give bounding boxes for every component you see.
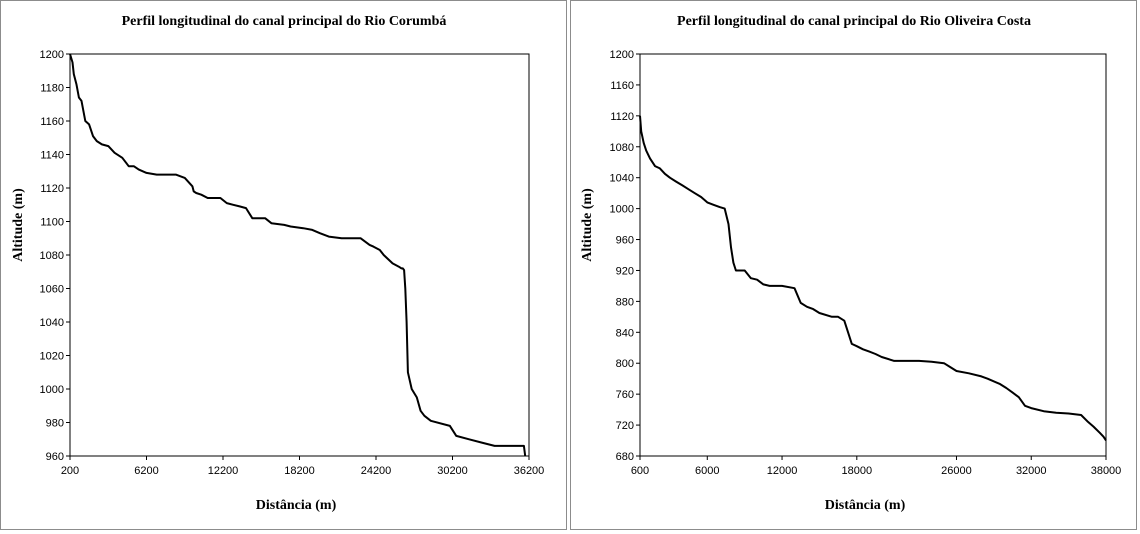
y-tick-label: 1100 — [40, 217, 64, 229]
plot-area-frame — [639, 53, 1107, 457]
x-tick-label: 30200 — [437, 465, 468, 477]
y-axis-label: Altitude (m) — [11, 188, 26, 262]
corumba-profile-chart: Perfil longitudinal do canal principal d… — [11, 14, 545, 513]
y-axis-label: Altitude (m) — [580, 188, 595, 262]
y-tick-label: 1080 — [40, 250, 64, 262]
y-tick-label: 760 — [616, 389, 634, 401]
y-tick-label: 1140 — [40, 150, 64, 162]
y-tick-label: 720 — [616, 420, 634, 432]
y-tick-label: 1080 — [610, 142, 634, 154]
y-tick-label: 1000 — [40, 384, 64, 396]
y-tick-label: 980 — [46, 418, 64, 430]
y-tick-label: 1040 — [40, 317, 64, 329]
x-tick-label: 32000 — [1016, 465, 1047, 477]
y-tick-label: 1160 — [40, 116, 64, 128]
y-tick-label: 1200 — [610, 49, 634, 61]
x-tick-label: 24200 — [361, 465, 392, 477]
y-tick-label: 1200 — [40, 49, 64, 61]
y-tick-label: 1000 — [610, 204, 634, 216]
chart-title: Perfil longitudinal do canal principal d… — [677, 14, 1031, 29]
chart-panel-corumba: Perfil longitudinal do canal principal d… — [0, 0, 567, 530]
x-tick-label: 26000 — [941, 465, 972, 477]
x-tick-label: 18200 — [284, 465, 315, 477]
y-tick-label: 1160 — [610, 80, 634, 92]
x-tick-label: 38000 — [1091, 465, 1122, 477]
y-tick-label: 1060 — [40, 284, 64, 296]
x-axis-label: Distância (m) — [256, 498, 337, 513]
y-tick-label: 920 — [616, 265, 634, 277]
chart-title: Perfil longitudinal do canal principal d… — [122, 14, 447, 29]
y-tick-label: 1120 — [610, 111, 634, 123]
x-tick-label: 200 — [61, 465, 79, 477]
x-axis-label: Distância (m) — [825, 498, 906, 513]
x-tick-label: 18000 — [842, 465, 873, 477]
y-tick-label: 1120 — [40, 183, 64, 195]
x-tick-label: 6000 — [695, 465, 719, 477]
x-tick-label: 12200 — [208, 465, 239, 477]
y-tick-label: 680 — [616, 451, 634, 463]
profile-line — [69, 53, 527, 457]
profile-line — [639, 115, 1107, 442]
y-tick-label: 840 — [616, 327, 634, 339]
y-tick-label: 960 — [46, 451, 64, 463]
y-tick-label: 800 — [616, 358, 634, 370]
y-tick-label: 880 — [616, 296, 634, 308]
chart-panel-oliveira-costa: Perfil longitudinal do canal principal d… — [570, 0, 1137, 530]
y-tick-label: 1040 — [610, 173, 634, 185]
y-tick-label: 1020 — [40, 351, 64, 363]
x-tick-label: 6200 — [134, 465, 158, 477]
y-tick-label: 1180 — [40, 83, 64, 95]
x-tick-label: 36200 — [514, 465, 545, 477]
oliveira-costa-profile-chart: Perfil longitudinal do canal principal d… — [580, 14, 1122, 513]
y-tick-label: 960 — [616, 235, 634, 247]
plot-area-frame — [69, 53, 530, 457]
x-tick-label: 12000 — [767, 465, 798, 477]
x-tick-label: 600 — [631, 465, 649, 477]
